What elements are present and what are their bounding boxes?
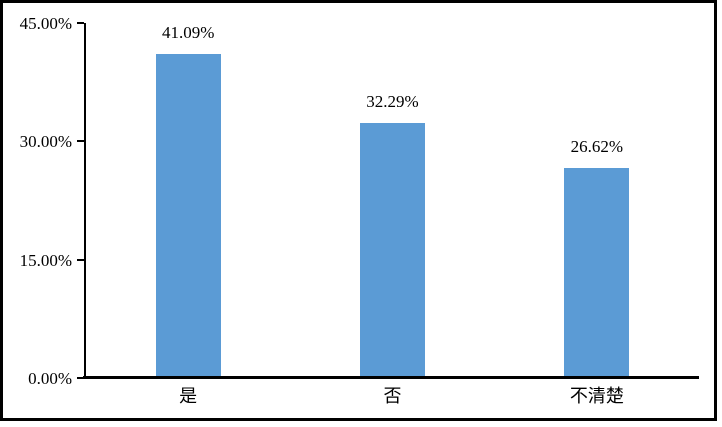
x-axis-category-label: 否 [383, 386, 402, 406]
bar-value-label: 32.29% [366, 92, 419, 112]
y-axis-tick [77, 258, 84, 261]
y-axis-line [84, 23, 86, 378]
bar-不清楚 [564, 167, 630, 376]
bar-否 [360, 123, 425, 376]
y-axis-tick-label: 45.00% [19, 14, 72, 33]
x-axis-line [83, 376, 699, 379]
y-axis-tick-label: 0.00% [28, 369, 72, 388]
x-axis-category-label: 不清楚 [569, 386, 624, 406]
chart-canvas: 0.00% 15.00% 30.00% 45.00% 41.09% 是 32.29% 否 26.… [19, 14, 699, 406]
bar-value-label: 26.62% [570, 136, 624, 156]
y-axis-tick [77, 377, 84, 379]
y-axis-tick [77, 22, 84, 24]
y-axis-tick [77, 140, 84, 143]
y-axis-tick-label: 30.00% [19, 132, 72, 152]
x-axis-category-label: 是 [179, 386, 198, 406]
bar-是 [155, 53, 221, 376]
bar-value-label: 41.09% [161, 22, 215, 42]
y-axis-tick-label: 15.00% [19, 250, 72, 270]
